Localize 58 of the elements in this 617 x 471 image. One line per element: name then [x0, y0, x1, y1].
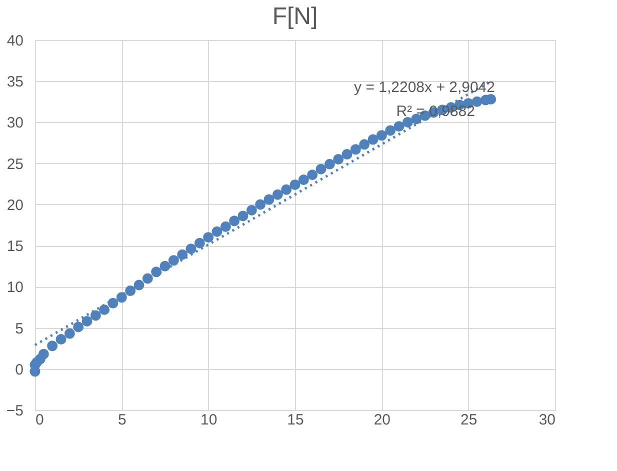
x-tick-label: 0	[36, 412, 44, 428]
point	[73, 322, 84, 332]
point	[220, 221, 231, 232]
x-tick-label: 20	[374, 412, 391, 428]
point	[238, 210, 248, 222]
point	[290, 179, 300, 190]
point	[472, 96, 482, 107]
point	[168, 255, 179, 266]
point	[307, 170, 318, 180]
point	[272, 189, 283, 200]
point	[212, 226, 222, 237]
y-tick-label: 25	[6, 156, 24, 173]
point	[264, 194, 274, 205]
point	[194, 238, 205, 248]
y-tick-label: 35	[6, 74, 24, 91]
point	[47, 340, 58, 352]
point	[56, 334, 66, 345]
x-tick-label: 5	[118, 412, 126, 428]
point	[368, 134, 378, 145]
x-tick-label: 15	[287, 412, 304, 428]
point	[255, 199, 266, 210]
y-tick-label: 15	[6, 238, 24, 256]
y-tick-label: 20	[6, 196, 24, 214]
point	[385, 125, 396, 136]
y-tick-label: −5	[6, 402, 24, 420]
point	[82, 316, 92, 326]
point	[298, 174, 309, 186]
point	[99, 304, 110, 315]
y-tick-label: 30	[6, 114, 24, 132]
point	[229, 216, 240, 226]
point	[402, 116, 413, 128]
point	[359, 139, 370, 150]
x-tick-label: 30	[538, 412, 556, 428]
point	[316, 164, 326, 174]
x-tick-label: 10	[200, 412, 218, 428]
point	[342, 149, 352, 160]
point	[186, 244, 196, 254]
point	[246, 204, 257, 216]
point	[411, 114, 422, 124]
point	[394, 121, 404, 132]
chart-title: F[N]	[272, 3, 318, 30]
point	[160, 260, 170, 272]
point	[350, 144, 361, 155]
y-tick-label: 0	[15, 361, 24, 378]
x-tick-label: 25	[460, 412, 478, 428]
point	[281, 184, 292, 195]
point	[203, 232, 214, 243]
point	[376, 130, 387, 141]
point	[38, 348, 49, 360]
y-tick-label: 10	[6, 279, 24, 296]
point	[125, 286, 136, 296]
point	[90, 310, 101, 321]
point	[324, 158, 335, 170]
point	[333, 154, 344, 164]
point	[64, 328, 75, 339]
y-tick-label: 5	[15, 320, 24, 338]
y-tick-label: 40	[6, 32, 24, 50]
point	[177, 249, 188, 260]
